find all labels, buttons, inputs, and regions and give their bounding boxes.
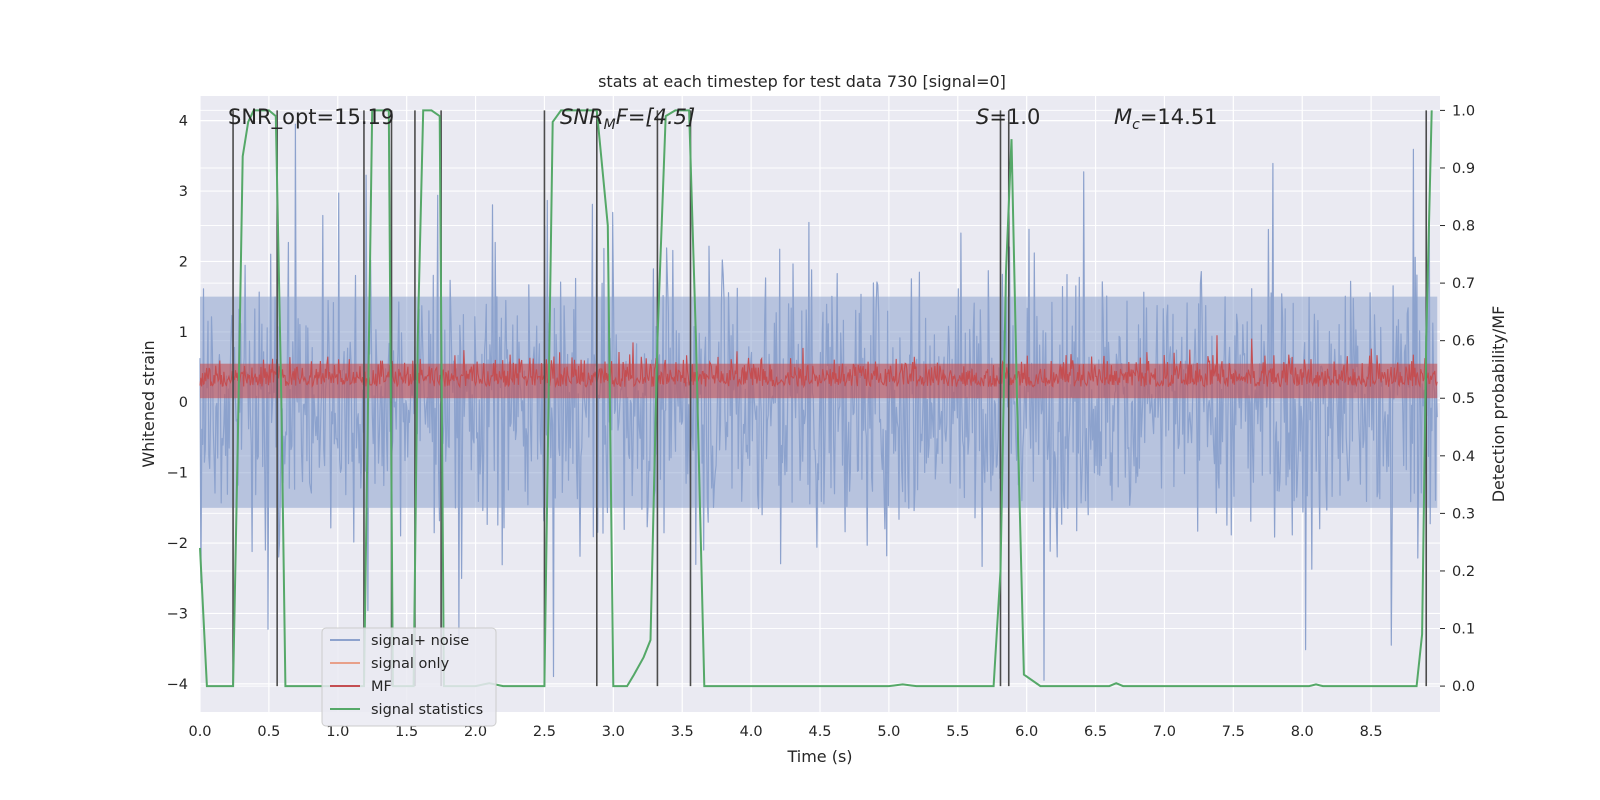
x-tick-labels: 0.0 0.5 1.0 1.5 2.0 2.5 3.0 3.5 4.0 4.5 5.0 5.5 6.0 6… [188, 724, 1382, 740]
y-right-tick-label: 0.5 [1452, 391, 1475, 407]
signal-noise-series [199, 123, 1438, 681]
annotation-snr-mf: SNRMF=[4.5] [560, 105, 695, 133]
annotation-mc-rest: =14.51 [1140, 105, 1218, 129]
y-axis-left-label: Whitened strain [139, 340, 158, 467]
x-tick-label: 0.0 [188, 724, 211, 740]
y-left-tick-label: −4 [167, 677, 188, 693]
legend-label-signal-only: signal only [371, 656, 450, 672]
y-left-tick-label: −1 [167, 466, 188, 482]
y-left-tick-label: 2 [179, 254, 188, 270]
x-tick-label: 3.0 [602, 724, 625, 740]
chart-title: stats at each timestep for test data 730… [598, 72, 1006, 91]
annotation-mc-sub: c [1132, 117, 1140, 133]
y-left-tick-label: −2 [167, 536, 188, 552]
x-tick-label: 7.0 [1153, 724, 1176, 740]
x-tick-label: 4.0 [740, 724, 763, 740]
y-left-tick-label: 4 [179, 114, 188, 130]
x-tick-label: 4.5 [808, 724, 831, 740]
y-right-tick-label: 0.9 [1452, 161, 1475, 177]
annotation-snr-mf-base: SNR [560, 105, 604, 129]
y-right-tick-label: 0.0 [1452, 679, 1475, 695]
y-left-tick-label: 1 [179, 325, 188, 341]
x-tick-label: 8.0 [1291, 724, 1314, 740]
y-right-tick-labels: 1.0 0.9 0.8 0.7 0.6 0.5 0.4 0.3 0.2 0.1 0.0 [1440, 103, 1475, 695]
annotation-snr-mf-sub: M [604, 117, 616, 133]
y-left-tick-labels: 4 3 2 1 0 −1 −2 −3 −4 [167, 114, 188, 693]
y-right-tick-label: 0.4 [1452, 449, 1475, 465]
x-tick-label: 2.5 [533, 724, 556, 740]
annotation-mc-var: M [1114, 105, 1132, 129]
legend-label-mf: MF [371, 679, 392, 695]
x-tick-label: 6.5 [1084, 724, 1107, 740]
x-tick-label: 1.5 [395, 724, 418, 740]
mf-series [199, 335, 1438, 399]
y-right-tick-label: 0.7 [1452, 276, 1475, 292]
y-left-tick-label: −3 [167, 606, 188, 622]
x-axis-label: Time (s) [786, 747, 852, 766]
y-right-tick-label: 0.2 [1452, 564, 1475, 580]
x-tick-label: 0.5 [257, 724, 280, 740]
annotation-snr-opt: SNR_opt=15.19 [228, 105, 394, 130]
y-right-tick-label: 0.1 [1452, 622, 1475, 638]
x-tick-label: 1.0 [326, 724, 349, 740]
x-tick-label: 8.5 [1360, 724, 1383, 740]
annotation-mc: Mc=14.51 [1114, 105, 1218, 133]
y-right-tick-label: 0.6 [1452, 334, 1475, 350]
x-tick-label: 2.0 [464, 724, 487, 740]
y-axis-right-label: Detection probability/MF [1489, 306, 1508, 503]
signal-noise-band [200, 296, 1438, 508]
x-tick-label: 6.0 [1015, 724, 1038, 740]
y-right-tick-label: 0.8 [1452, 219, 1475, 235]
y-left-tick-label: 0 [179, 395, 188, 411]
legend-label-signal-statistics: signal statistics [371, 702, 483, 718]
x-tick-label: 7.5 [1222, 724, 1245, 740]
x-tick-label: 5.5 [946, 724, 969, 740]
annotation-s-rest: =1.0 [989, 105, 1040, 129]
y-right-tick-label: 0.3 [1452, 506, 1475, 522]
x-tick-label: 5.0 [877, 724, 900, 740]
y-right-tick-label: 1.0 [1452, 103, 1475, 119]
legend-box [321, 627, 497, 727]
annotation-s: S=1.0 [976, 105, 1040, 129]
annotation-s-var: S [976, 105, 989, 129]
mf-band [200, 363, 1438, 399]
annotation-snr-mf-rest: F=[4.5] [616, 105, 695, 129]
legend: signal+ noise signal only MF signal stat… [321, 627, 497, 727]
legend-label-signal-noise: signal+ noise [371, 633, 469, 649]
y-left-tick-label: 3 [179, 184, 188, 200]
x-tick-label: 3.5 [671, 724, 694, 740]
